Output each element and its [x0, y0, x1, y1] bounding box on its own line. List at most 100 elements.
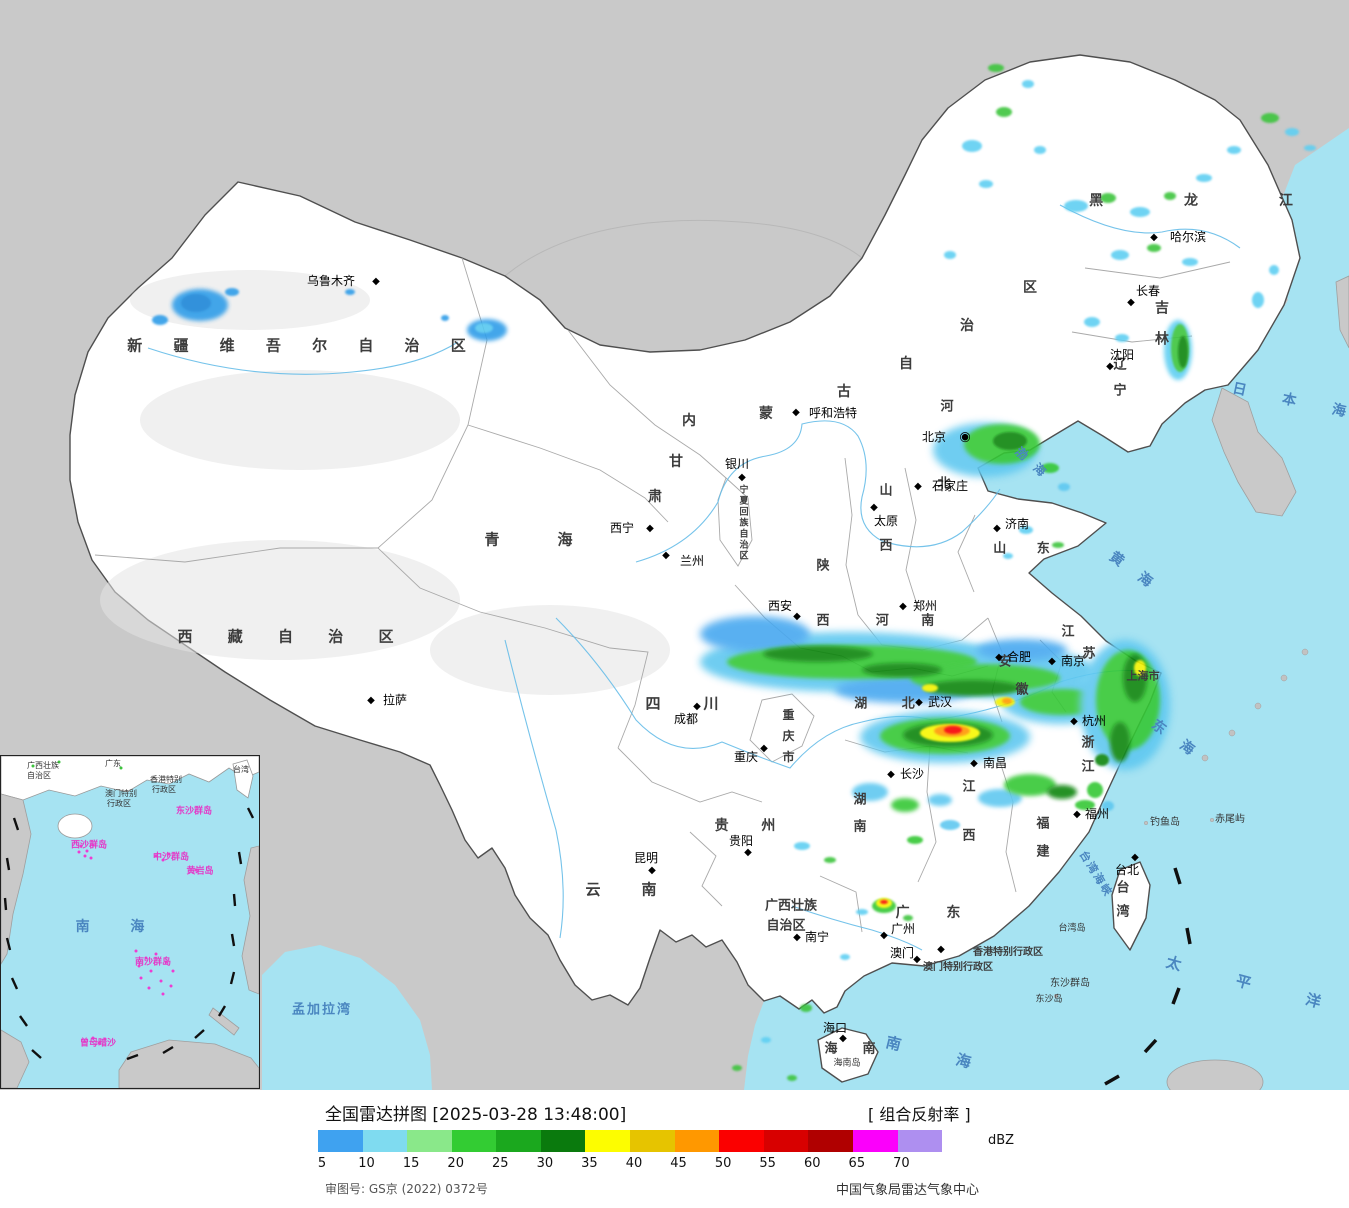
inset-land-label: 广东 [105, 759, 121, 768]
map-title: 全国雷达拼图 [2025-03-28 13:48:00] [325, 1105, 627, 1125]
city-label: 石家庄 [931, 479, 969, 493]
inset-island-group-label: 中沙群岛 [152, 852, 190, 863]
sea-label: 孟加拉湾 [291, 1002, 353, 1018]
city-marker: ◆ [760, 743, 768, 754]
city-marker: ◆ [914, 481, 922, 492]
radar-echoes [152, 64, 1316, 1081]
province-label: 川 [703, 694, 719, 713]
island-label: 东沙群岛 [1050, 978, 1090, 989]
city-label: 拉萨 [382, 693, 408, 707]
dbz-value: 15 [402, 1156, 420, 1171]
city-label: 杭州 [1081, 714, 1107, 728]
province-label: 徽 [1015, 682, 1029, 698]
city-label: 成都 [673, 712, 699, 726]
province-label: 区 [1023, 280, 1037, 296]
city-marker: ◆ [899, 601, 907, 612]
city-marker: ◆ [738, 472, 746, 483]
dbz-value: 60 [803, 1156, 821, 1171]
province-label: 甘 [669, 454, 683, 470]
colorbar-swatch [540, 1130, 586, 1152]
province-label: 山 东 [993, 541, 1063, 557]
dbz-value: 40 [625, 1156, 643, 1171]
province-label: 湖南 [850, 792, 866, 846]
city-marker: ◆ [1106, 361, 1114, 372]
luzon-corner [1166, 1059, 1264, 1090]
capital-marker: ◉ [959, 429, 971, 445]
province-label: 新 疆 维 吾 尔 自 治 区 [127, 336, 479, 355]
inset-island-group-label: 东沙群岛 [175, 806, 213, 817]
city-label: 昆明 [633, 851, 659, 865]
city-marker: ◆ [693, 701, 701, 712]
city-marker: ◆ [367, 695, 375, 706]
province-label: 香港特别行政区 [973, 947, 1043, 958]
inset-land-label: 行政区 [152, 785, 176, 794]
province-label: 蒙 [759, 406, 773, 422]
city-label: 福州 [1084, 807, 1110, 821]
city-marker: ◆ [880, 930, 888, 941]
province-label: 海 [824, 1041, 838, 1057]
china-outline [69, 54, 1301, 1014]
province-label: 浙江 [1078, 735, 1094, 783]
city-label: 长沙 [899, 767, 925, 781]
taiwan-island [1111, 861, 1151, 951]
province-label: 广西壮族 [764, 898, 818, 914]
province-label: 古 [837, 384, 851, 400]
colorbar-swatch [852, 1130, 898, 1152]
city-label: 太原 [873, 514, 899, 528]
province-label: 南 [641, 880, 657, 899]
province-label: 南 [862, 1041, 876, 1057]
dbz-scale-numbers: 5 10 15 20 25 30 35 40 45 50 55 60 65 70 [318, 1156, 978, 1172]
city-label: 呼和浩特 [808, 406, 858, 420]
province-label: 西 [879, 538, 893, 554]
dbz-value: 35 [581, 1156, 598, 1171]
city-marker: ◆ [915, 697, 923, 708]
province-label: 江 [962, 779, 976, 795]
dbz-value: 10 [358, 1156, 375, 1171]
inset-land-label: 台湾 [233, 765, 249, 774]
inset-land-label: 自治区 [27, 771, 51, 780]
city-label: 哈尔滨 [1169, 230, 1207, 244]
city-marker: ◆ [646, 523, 654, 534]
legend-panel: 全国雷达拼图 [2025-03-28 13:48:00] [ 组合反射率 ] d… [0, 1090, 1349, 1208]
island-label: 海南岛 [833, 1058, 861, 1069]
city-label: 重庆 [733, 750, 759, 764]
province-label: 贵 州 [714, 818, 790, 834]
province-label: 苏 [1082, 646, 1096, 662]
island-label: 台湾岛 [1058, 923, 1086, 934]
province-label: 自治区 [766, 918, 806, 934]
province-label: 澳门特别行政区 [923, 962, 993, 973]
province-label: 青 [484, 530, 500, 549]
approval-number: 审图号: GS京 (2022) 0372号 [325, 1182, 488, 1196]
china-radar-map: 新 疆 维 吾 尔 自 治 区西 藏 自 治 区青海甘肃内蒙古自治区黑 龙 江吉… [0, 0, 1349, 1090]
unit-label: dBZ [988, 1133, 1015, 1148]
province-label: 云 [585, 880, 601, 899]
colorbar-swatch [630, 1130, 675, 1152]
province-label: 北 [937, 476, 951, 492]
colorbar-swatch [897, 1130, 943, 1152]
city-marker: ◆ [744, 847, 752, 858]
city-marker: ◆ [793, 611, 801, 622]
south-china-sea-inset: 南 海 东沙群岛 西沙群岛 中沙群岛 黄岩岛 南沙群岛 曾母暗沙 广西壮族 自治区 广东 香港特别行… [0, 755, 260, 1089]
city-marker: ◆ [839, 1033, 847, 1044]
city-marker: ◆ [913, 954, 921, 965]
province-label: 河 [940, 399, 954, 415]
island-markers [77, 843, 198, 1045]
city-label: 武汉 [927, 695, 953, 709]
inset-island-group-label: 南沙群岛 [134, 957, 172, 968]
province-label: 湖 北 [854, 696, 930, 712]
bay-of-bengal [262, 945, 432, 1090]
colorbar-swatch [763, 1130, 809, 1152]
inset-island-group-label: 黄岩岛 [186, 866, 214, 877]
inset-land-label: 广西壮族 [27, 761, 59, 770]
city-marker: ◆ [1127, 297, 1135, 308]
city-label: 北京 [921, 430, 947, 444]
dbz-value: 50 [714, 1156, 732, 1171]
province-label: 西 [962, 828, 976, 844]
province-label: 江 [1061, 624, 1075, 640]
province-label: 西 藏 自 治 区 [177, 627, 409, 646]
province-label: 西 [816, 613, 830, 629]
inset-land-label: 行政区 [107, 799, 131, 808]
city-marker: ◆ [1150, 232, 1158, 243]
province-label: 自 [899, 356, 913, 372]
city-marker: ◆ [1073, 809, 1081, 820]
